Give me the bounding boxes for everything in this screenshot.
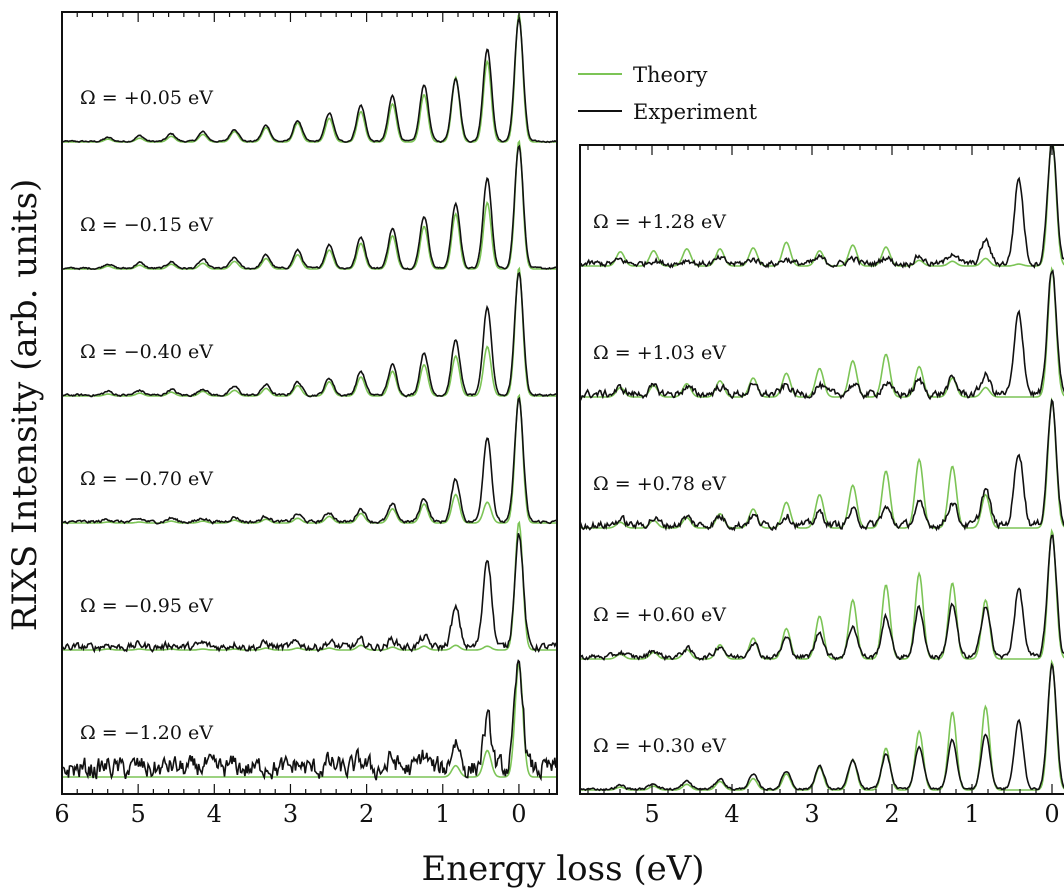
legend-experiment-label: Experiment (633, 100, 758, 124)
right-x-tick-label-3: 2 (884, 800, 899, 828)
left-omega-label-4: Ω = −0.95 eV (80, 595, 213, 617)
left-panel-omega-labels: Ω = +0.05 eV Ω = −0.15 eV Ω = −0.40 eV Ω = … (80, 87, 213, 744)
left-theory-trace-0 (62, 12, 557, 143)
left-panel-traces (62, 12, 557, 782)
left-x-tick-label-3: 3 (283, 800, 298, 828)
right-x-tick-label-2: 3 (804, 800, 819, 828)
left-x-tick-label-4: 2 (359, 800, 374, 828)
right-panel: Ω = +1.28 eV Ω = +1.03 eV Ω = +0.78 eV Ω = … (579, 144, 1064, 828)
right-omega-label-4: Ω = +0.30 eV (593, 735, 726, 757)
left-omega-label-0: Ω = +0.05 eV (80, 87, 213, 109)
left-x-tick-label-6: 0 (511, 800, 526, 828)
right-omega-label-2: Ω = +0.78 eV (593, 473, 726, 495)
left-experiment-trace-5 (62, 659, 557, 782)
right-omega-label-0: Ω = +1.28 eV (593, 211, 726, 233)
left-omega-label-5: Ω = −1.20 eV (80, 722, 213, 744)
left-omega-label-1: Ω = −0.15 eV (80, 214, 213, 236)
left-theory-trace-3 (62, 393, 557, 524)
left-experiment-trace-0 (62, 16, 557, 144)
right-theory-trace-3 (580, 528, 1064, 660)
right-panel-ticks: 5 4 3 2 1 0 (587, 145, 1060, 828)
right-theory-trace-0 (580, 145, 1064, 267)
right-x-tick-label-0: 5 (644, 800, 659, 828)
right-experiment-trace-3 (580, 534, 1064, 662)
right-x-tick-label-1: 4 (724, 800, 739, 828)
x-axis-title: Energy loss (eV) (421, 849, 704, 889)
right-experiment-trace-2 (580, 398, 1064, 532)
left-x-tick-label-0: 6 (54, 800, 69, 828)
left-omega-label-2: Ω = −0.40 eV (80, 341, 213, 363)
right-panel-traces (580, 145, 1064, 792)
left-x-tick-label-2: 4 (207, 800, 222, 828)
left-panel-frame (61, 11, 558, 795)
left-theory-trace-5 (62, 662, 557, 778)
left-experiment-trace-3 (62, 396, 557, 525)
right-omega-label-1: Ω = +1.03 eV (593, 342, 726, 364)
left-x-tick-label-1: 5 (131, 800, 146, 828)
left-experiment-trace-4 (62, 533, 557, 654)
right-x-tick-label-4: 1 (964, 800, 979, 828)
right-experiment-trace-4 (580, 662, 1064, 792)
left-experiment-trace-2 (62, 271, 557, 398)
y-axis-title: RIXS Intensity (arb. units) (5, 179, 45, 632)
left-theory-trace-2 (62, 266, 557, 397)
left-omega-label-3: Ω = −0.70 eV (80, 468, 213, 490)
legend: Theory Experiment (578, 63, 758, 124)
right-panel-frame (579, 144, 1064, 795)
right-x-tick-label-5: 0 (1044, 800, 1059, 828)
left-panel: Ω = +0.05 eV Ω = −0.15 eV Ω = −0.40 eV Ω = … (54, 11, 558, 828)
right-experiment-trace-0 (580, 145, 1064, 269)
left-theory-trace-4 (62, 520, 557, 651)
left-theory-trace-1 (62, 139, 557, 270)
right-experiment-trace-1 (580, 269, 1064, 401)
right-omega-label-3: Ω = +0.60 eV (593, 604, 726, 626)
left-panel-ticks: 6 5 4 3 2 1 0 (54, 12, 550, 828)
legend-theory-label: Theory (633, 63, 708, 87)
right-panel-omega-labels: Ω = +1.28 eV Ω = +1.03 eV Ω = +0.78 eV Ω = … (593, 211, 726, 757)
left-x-tick-label-5: 1 (435, 800, 450, 828)
left-experiment-trace-1 (62, 144, 557, 271)
right-theory-trace-1 (580, 266, 1064, 398)
